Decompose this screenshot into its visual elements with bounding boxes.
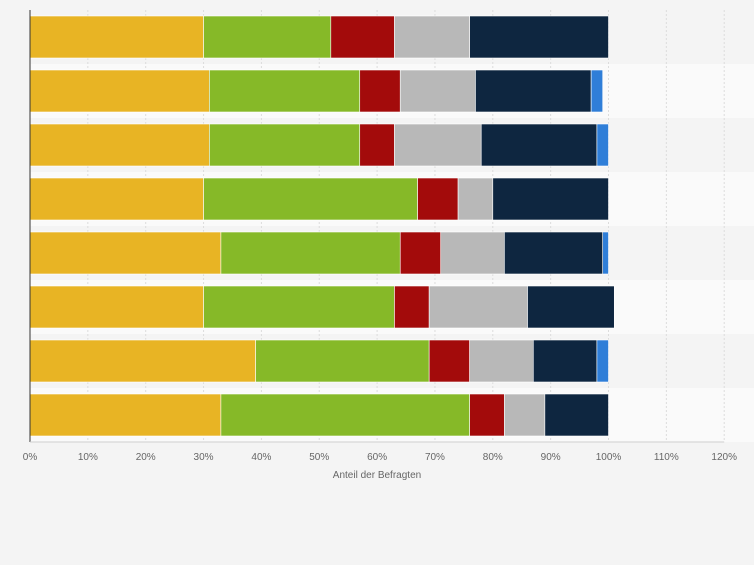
- bar-row3-segment3: [359, 123, 395, 167]
- bar-row2-segment3: [359, 69, 401, 113]
- bar-row7-segment2: [255, 339, 430, 383]
- x-tick-label-12: 120%: [711, 452, 737, 463]
- bar-row8-segment5: [544, 393, 609, 437]
- bar-row6-segment1: [29, 285, 204, 329]
- bar-row5-segment4: [440, 231, 505, 275]
- bar-row4-segment1: [29, 177, 204, 221]
- bar-row5-segment1: [29, 231, 222, 275]
- bar-row8-segment2: [220, 393, 470, 437]
- bar-row1-segment4: [394, 15, 470, 59]
- bar-row2-segment5: [475, 69, 592, 113]
- bar-row1-segment3: [330, 15, 395, 59]
- x-tick-label-5: 50%: [309, 452, 329, 463]
- bar-row2-segment1: [29, 69, 210, 113]
- bar-row8-segment4: [504, 393, 546, 437]
- bar-row4-segment5: [492, 177, 609, 221]
- bar-row5-segment5: [504, 231, 604, 275]
- bar-row3-segment5: [480, 123, 598, 167]
- bar-row2-segment6: [590, 69, 604, 113]
- bar-row4-segment3: [417, 177, 459, 221]
- bar-row7-segment1: [29, 339, 256, 383]
- bar-row3-segment2: [209, 123, 361, 167]
- bar-row7-segment3: [428, 339, 470, 383]
- x-axis-label: Anteil der Befragten: [333, 470, 421, 481]
- x-tick-label-8: 80%: [483, 452, 503, 463]
- x-axis: 0% 10% 20% 30% 40% 50% 60% 70% 80% 90% 100% 110% 120…: [23, 10, 737, 463]
- bars: [29, 15, 615, 437]
- bar-row7-segment4: [469, 339, 534, 383]
- bar-row1-segment5: [469, 15, 609, 59]
- bar-row8-segment3: [469, 393, 505, 437]
- bar-row5-segment6: [602, 231, 609, 275]
- x-tick-label-2: 20%: [136, 452, 156, 463]
- bar-row2-segment2: [209, 69, 361, 113]
- bar-row3-segment1: [29, 123, 210, 167]
- x-tick-label-10: 100%: [596, 452, 622, 463]
- bar-row3-segment6: [596, 123, 609, 167]
- bar-row5-segment3: [399, 231, 442, 275]
- x-tick-label-1: 10%: [78, 452, 98, 463]
- bar-row6-segment4: [428, 285, 528, 329]
- x-tick-label-6: 60%: [367, 452, 387, 463]
- bar-row6-segment3: [394, 285, 430, 329]
- bar-row7-segment5: [532, 339, 598, 383]
- x-tick-label-0: 0%: [23, 452, 38, 463]
- bar-row6-segment2: [203, 285, 395, 329]
- bar-row8-segment1: [29, 393, 222, 437]
- bar-row1-segment1: [29, 15, 204, 59]
- bar-row3-segment4: [394, 123, 482, 167]
- bar-row6-segment5: [527, 285, 615, 329]
- x-tick-label-4: 40%: [251, 452, 271, 463]
- bar-row4-segment4: [457, 177, 494, 221]
- bar-row2-segment4: [399, 69, 476, 113]
- x-tick-label-9: 90%: [541, 452, 561, 463]
- bar-row4-segment2: [203, 177, 418, 221]
- x-tick-label-3: 30%: [194, 452, 214, 463]
- bar-row5-segment2: [220, 231, 401, 275]
- x-tick-label-11: 110%: [654, 452, 679, 463]
- x-tick-label-7: 70%: [425, 452, 445, 463]
- bar-row7-segment6: [596, 339, 609, 383]
- bar-row1-segment2: [203, 15, 332, 59]
